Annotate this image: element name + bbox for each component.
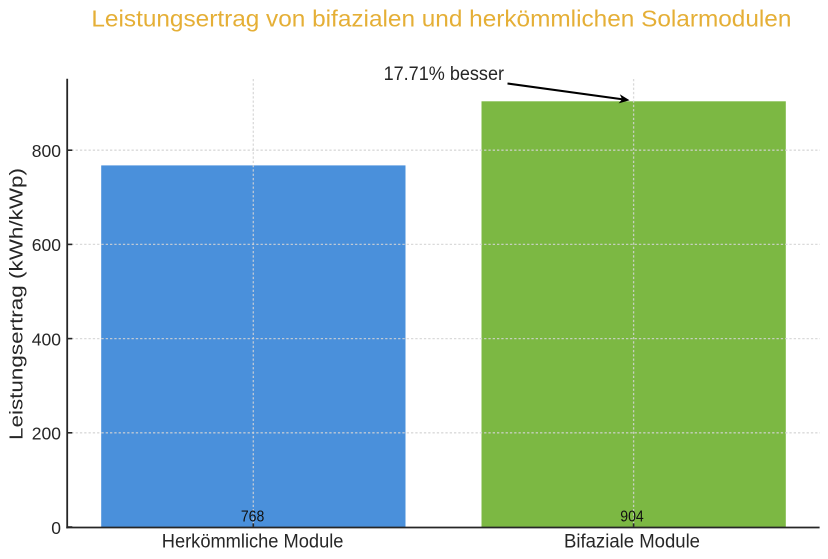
svg-text:Bifaziale Module: Bifaziale Module <box>564 532 700 553</box>
svg-text:200: 200 <box>32 424 61 444</box>
svg-text:768: 768 <box>241 509 265 526</box>
svg-text:Leistungsertrag von bifazialen: Leistungsertrag von bifazialen und herkö… <box>91 6 791 32</box>
svg-text:904: 904 <box>620 509 644 526</box>
svg-text:800: 800 <box>32 141 61 161</box>
svg-text:400: 400 <box>32 329 61 349</box>
svg-text:0: 0 <box>51 518 61 538</box>
svg-text:600: 600 <box>32 235 61 255</box>
svg-text:Leistungsertrag (kWh/kWp): Leistungsertrag (kWh/kWp) <box>7 168 27 440</box>
svg-text:Herkömmliche Module: Herkömmliche Module <box>162 532 344 553</box>
svg-text:17.71% besser: 17.71% besser <box>384 64 505 85</box>
